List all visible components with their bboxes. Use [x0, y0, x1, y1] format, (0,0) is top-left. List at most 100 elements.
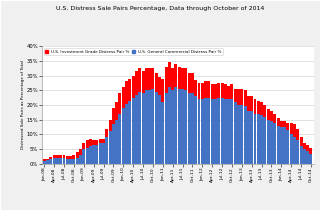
Bar — [211, 99, 214, 164]
Bar — [125, 104, 128, 164]
Bar — [82, 143, 85, 149]
Bar — [253, 99, 256, 114]
Bar — [181, 89, 184, 164]
Bar — [227, 99, 230, 164]
Bar — [230, 84, 233, 99]
Bar — [306, 145, 309, 151]
Bar — [115, 102, 118, 120]
Bar — [270, 121, 273, 164]
Bar — [148, 90, 151, 164]
Bar — [286, 130, 289, 164]
Text: U.S. Distress Sale Pairs Percentage, Data through October of 2014: U.S. Distress Sale Pairs Percentage, Dat… — [56, 6, 264, 11]
Bar — [178, 89, 181, 164]
Bar — [300, 146, 303, 164]
Bar — [197, 83, 201, 99]
Bar — [102, 143, 105, 164]
Bar — [112, 108, 115, 124]
Bar — [309, 148, 312, 154]
Bar — [296, 129, 299, 140]
Bar — [161, 79, 164, 102]
Legend: U.S. Investment Grade Distress Pair %, U.S. General Commercial Distress Pair %: U.S. Investment Grade Distress Pair %, U… — [44, 48, 222, 55]
Bar — [52, 158, 56, 164]
Bar — [253, 114, 256, 164]
Bar — [207, 98, 210, 164]
Bar — [273, 114, 276, 123]
Bar — [105, 137, 108, 164]
Bar — [122, 108, 125, 164]
Bar — [201, 99, 204, 164]
Bar — [263, 117, 266, 164]
Bar — [89, 139, 92, 146]
Bar — [79, 149, 82, 155]
Bar — [66, 159, 69, 164]
Bar — [280, 127, 283, 164]
Bar — [174, 87, 177, 164]
Bar — [260, 102, 263, 115]
Bar — [135, 95, 138, 164]
Bar — [135, 71, 138, 95]
Bar — [138, 92, 141, 164]
Bar — [132, 76, 135, 98]
Bar — [69, 156, 72, 159]
Bar — [207, 81, 210, 98]
Bar — [293, 124, 296, 137]
Bar — [148, 68, 151, 90]
Bar — [280, 121, 283, 127]
Bar — [141, 71, 145, 93]
Bar — [217, 83, 220, 98]
Bar — [49, 159, 52, 164]
Bar — [92, 140, 95, 145]
Bar — [283, 121, 286, 127]
Bar — [283, 127, 286, 164]
Bar — [99, 143, 102, 164]
Bar — [89, 146, 92, 164]
Bar — [257, 114, 260, 164]
Bar — [108, 120, 112, 131]
Bar — [220, 83, 224, 98]
Bar — [191, 93, 194, 164]
Bar — [164, 93, 168, 164]
Bar — [43, 159, 46, 161]
Bar — [128, 101, 131, 164]
Bar — [250, 111, 253, 164]
Bar — [46, 159, 49, 160]
Bar — [214, 99, 217, 164]
Bar — [247, 96, 250, 111]
Bar — [194, 96, 197, 164]
Y-axis label: Distressed Sale Pairs as Percentage of Total: Distressed Sale Pairs as Percentage of T… — [21, 60, 25, 150]
Bar — [263, 105, 266, 117]
Bar — [276, 126, 279, 164]
Bar — [128, 79, 131, 101]
Bar — [303, 143, 306, 149]
Bar — [273, 123, 276, 164]
Bar — [201, 83, 204, 99]
Bar — [132, 98, 135, 164]
Bar — [276, 118, 279, 126]
Bar — [155, 73, 158, 92]
Bar — [43, 161, 46, 164]
Bar — [197, 99, 201, 164]
Bar — [227, 86, 230, 99]
Bar — [181, 68, 184, 89]
Bar — [155, 92, 158, 164]
Bar — [168, 87, 171, 164]
Bar — [118, 114, 122, 164]
Bar — [293, 137, 296, 164]
Bar — [59, 158, 62, 164]
Bar — [171, 90, 174, 164]
Bar — [108, 131, 112, 164]
Bar — [244, 106, 247, 164]
Bar — [217, 98, 220, 164]
Bar — [56, 158, 59, 164]
Bar — [174, 64, 177, 87]
Bar — [79, 155, 82, 164]
Bar — [257, 101, 260, 114]
Bar — [62, 155, 66, 158]
Bar — [145, 68, 148, 90]
Bar — [260, 115, 263, 164]
Bar — [296, 140, 299, 164]
Bar — [300, 137, 303, 146]
Bar — [178, 67, 181, 89]
Bar — [240, 89, 243, 105]
Bar — [69, 159, 72, 164]
